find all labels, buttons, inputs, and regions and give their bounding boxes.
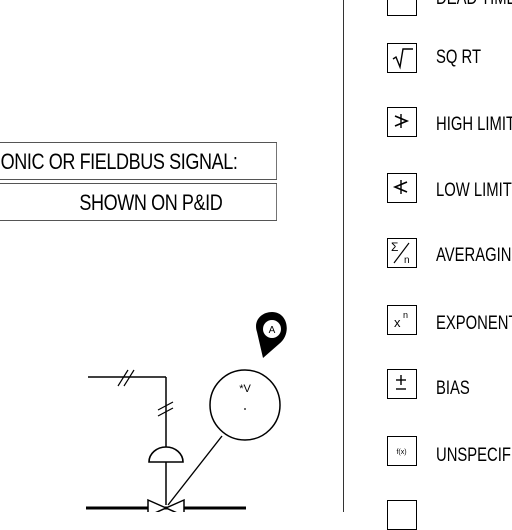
valve-diagram: *V A xyxy=(86,312,287,512)
column-divider xyxy=(343,0,344,512)
signal-note-label: SHOWN ON P&ID xyxy=(79,190,223,215)
svg-text:Σ: Σ xyxy=(391,240,398,254)
bias-icon xyxy=(387,369,417,399)
signal-note-banner: SHOWN ON P&ID xyxy=(0,183,277,221)
exponential-icon: x n xyxy=(387,305,417,335)
legend-label-exponential: EXPONENTIAL xyxy=(436,313,512,334)
legend-label-low-limit: LOW LIMIT xyxy=(436,180,512,201)
legend-label-bias: BIAS xyxy=(436,378,470,399)
legend-label-dead-time: DEAD TIME xyxy=(436,0,512,10)
low-limit-icon xyxy=(387,173,417,203)
next-function-icon xyxy=(387,500,417,530)
signal-line xyxy=(88,369,174,448)
instrument-bubble: *V xyxy=(209,369,281,441)
legend-label-high-limit: HIGH LIMIT xyxy=(436,114,512,135)
dead-time-icon xyxy=(387,0,417,16)
legend-label-averaging: AVERAGING xyxy=(436,245,512,266)
callout-label: A xyxy=(269,325,276,336)
svg-text:n: n xyxy=(403,310,408,320)
unspecified-function-icon: f(x) xyxy=(387,436,417,466)
callout-marker-icon: A xyxy=(256,312,287,358)
signal-type-banner: ONIC OR FIELDBUS SIGNAL: xyxy=(0,142,277,180)
averaging-icon: Σ n xyxy=(387,238,417,268)
instrument-connection-line xyxy=(167,435,223,506)
signal-type-label: ONIC OR FIELDBUS SIGNAL: xyxy=(0,149,238,174)
high-limit-icon xyxy=(387,107,417,137)
svg-text:f(x): f(x) xyxy=(396,449,406,456)
instrument-tag: *V xyxy=(239,383,251,395)
control-valve-icon xyxy=(86,498,246,512)
square-root-icon xyxy=(387,43,417,73)
svg-text:x: x xyxy=(394,315,401,330)
legend-label-sq-rt: SQ RT xyxy=(436,47,482,68)
legend-label-unspecified: UNSPECIFIED xyxy=(436,445,512,466)
svg-text:n: n xyxy=(404,255,410,266)
diaphragm-actuator-icon xyxy=(148,446,184,505)
